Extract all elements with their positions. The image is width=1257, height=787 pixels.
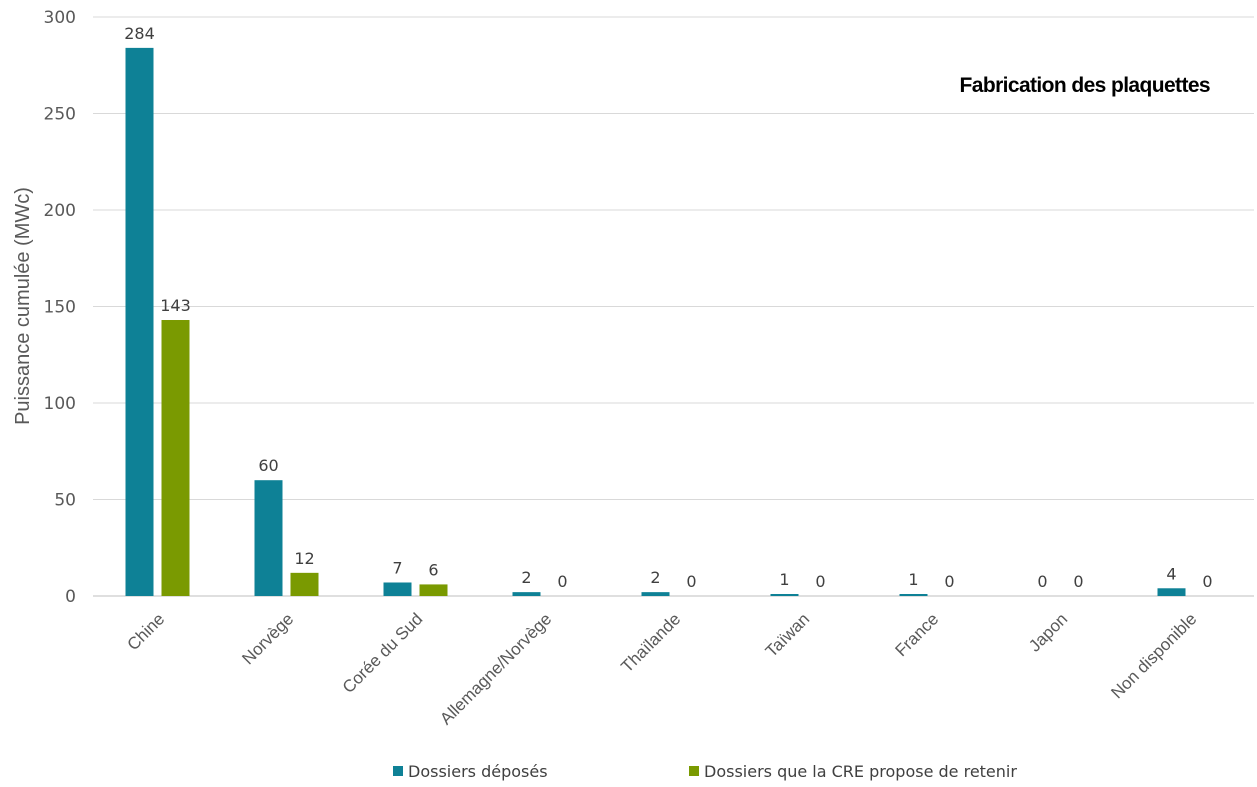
data-label: 0 <box>1037 572 1047 591</box>
bar-dossiers-retenus <box>419 584 448 596</box>
y-tick-label: 0 <box>65 587 76 607</box>
x-tick-label: Non disponible <box>1107 609 1200 702</box>
data-label: 12 <box>294 549 314 568</box>
x-tick-label: Thaïlande <box>617 609 684 676</box>
y-tick-label: 300 <box>44 8 76 28</box>
x-tick-label: Allemagne/Norvège <box>436 609 555 728</box>
y-axis-ticks: 0 50 100 150 200 250 300 <box>44 8 76 607</box>
bar-dossiers-deposes <box>770 594 799 596</box>
bars <box>125 47 1186 596</box>
data-label: 7 <box>392 558 402 577</box>
x-tick-label: Corée du Sud <box>339 609 427 697</box>
legend-label: Dossiers que la CRE propose de retenir <box>704 762 1017 781</box>
y-tick-label: 250 <box>44 105 76 125</box>
bar-dossiers-deposes <box>1157 588 1186 596</box>
data-label: 1 <box>908 570 918 589</box>
legend: Dossiers déposés Dossiers que la CRE prop… <box>393 762 1017 781</box>
y-tick-label: 200 <box>44 201 76 221</box>
legend-marker <box>393 766 403 776</box>
bar-dossiers-deposes <box>125 47 154 596</box>
y-tick-label: 50 <box>54 491 76 511</box>
data-label: 0 <box>1202 572 1212 591</box>
bar-dossiers-retenus <box>290 572 319 596</box>
x-tick-label: France <box>891 609 942 660</box>
x-tick-label: Taïwan <box>762 609 814 661</box>
bar-dossiers-retenus <box>161 320 190 596</box>
x-tick-label: Norvège <box>238 609 297 668</box>
bar-dossiers-deposes <box>641 592 670 596</box>
chart-title: Fabrication des plaquettes <box>960 74 1210 97</box>
bar-dossiers-deposes <box>254 480 283 596</box>
data-label: 2 <box>650 568 660 587</box>
data-labels: 284 143 60 12 7 6 2 0 2 0 1 0 1 0 0 0 4 0 <box>124 24 1212 591</box>
data-label: 1 <box>779 570 789 589</box>
x-axis-labels: Chine Norvège Corée du Sud Allemagne/Norvèg… <box>123 609 1200 728</box>
data-label: 0 <box>1073 572 1083 591</box>
x-tick-label: Japon <box>1025 609 1071 655</box>
data-label: 0 <box>557 572 567 591</box>
y-tick-label: 150 <box>44 298 76 318</box>
legend-label: Dossiers déposés <box>408 762 548 781</box>
bar-dossiers-deposes <box>383 582 412 596</box>
grid-lines <box>93 16 1254 597</box>
data-label: 143 <box>160 296 191 315</box>
data-label: 284 <box>124 24 155 43</box>
bar-dossiers-deposes <box>899 594 928 596</box>
data-label: 2 <box>521 568 531 587</box>
legend-marker <box>689 766 699 776</box>
data-label: 0 <box>944 572 954 591</box>
y-axis-label: Puissance cumulée (MWc) <box>12 187 34 425</box>
data-label: 6 <box>428 560 438 579</box>
data-label: 4 <box>1166 564 1176 583</box>
data-label: 0 <box>686 572 696 591</box>
data-label: 60 <box>258 456 278 475</box>
x-tick-label: Chine <box>123 609 168 654</box>
data-label: 0 <box>815 572 825 591</box>
bar-dossiers-deposes <box>512 592 541 596</box>
y-tick-label: 100 <box>44 394 76 414</box>
